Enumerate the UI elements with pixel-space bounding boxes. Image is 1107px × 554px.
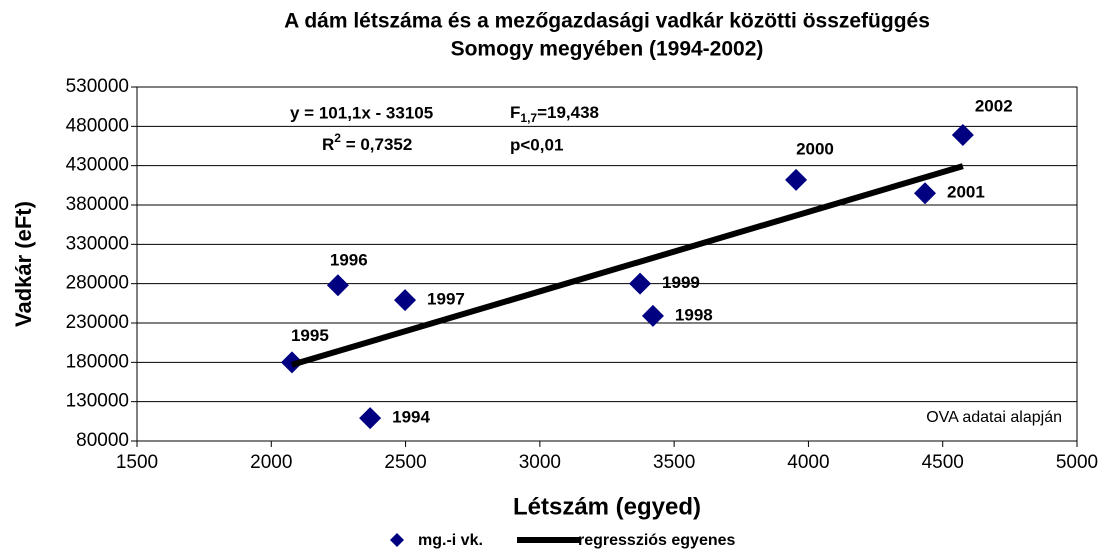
x-axis-label: Létszám (egyed) — [513, 493, 701, 520]
point-label: 1999 — [662, 273, 700, 292]
y-tick-label: 530000 — [66, 76, 129, 97]
legend-marker — [390, 533, 404, 547]
legend-label: regressziós egyenes — [578, 532, 736, 549]
y-tick-label: 130000 — [66, 391, 129, 412]
x-tick-label: 3000 — [519, 452, 561, 473]
x-tick-label: 2000 — [250, 452, 292, 473]
x-tick-label: 1500 — [116, 452, 158, 473]
y-tick-label: 330000 — [66, 233, 129, 254]
r-squared: R2 = 0,7352 — [322, 131, 412, 154]
point — [913, 182, 936, 205]
x-tick-label: 2500 — [384, 452, 426, 473]
point — [785, 168, 808, 191]
point — [951, 123, 974, 146]
chart-title: A dám létszáma és a mezőgazdasági vadkár… — [284, 10, 930, 33]
point-label: 2002 — [975, 96, 1013, 115]
source-note: OVA adatai alapján — [926, 409, 1062, 426]
regression-line — [291, 163, 964, 368]
point-label: 1994 — [392, 408, 430, 427]
point — [326, 274, 349, 297]
point — [641, 304, 664, 327]
point-label: 2000 — [796, 139, 834, 158]
y-tick-label: 380000 — [66, 194, 129, 215]
y-tick-label: 480000 — [66, 115, 129, 136]
point-label: 1997 — [427, 290, 465, 309]
x-tick-label: 4000 — [787, 452, 829, 473]
y-tick-label: 180000 — [66, 351, 129, 372]
y-tick-label: 230000 — [66, 312, 129, 333]
point — [394, 289, 417, 312]
point — [629, 272, 652, 295]
x-tick-label: 4500 — [922, 452, 964, 473]
x-tick-label: 5000 — [1056, 452, 1098, 473]
chart-title: Somogy megyében (1994-2002) — [451, 38, 764, 61]
point-label: 2001 — [947, 183, 985, 202]
p-value: p<0,01 — [510, 135, 563, 154]
y-tick-label: 430000 — [66, 155, 129, 176]
x-tick-label: 3500 — [653, 452, 695, 473]
equation: y = 101,1x - 33105 — [290, 103, 433, 122]
point-label: 1995 — [291, 326, 329, 345]
y-axis-label: Vadkár (eFt) — [11, 201, 36, 327]
y-tick-label: 80000 — [76, 430, 129, 451]
point-label: 1996 — [330, 251, 368, 270]
point-label: 1998 — [675, 305, 713, 324]
plot-border — [136, 86, 1078, 442]
y-tick-label: 280000 — [66, 273, 129, 294]
plot-area — [131, 86, 1078, 447]
legend-label: mg.-i vk. — [418, 532, 483, 549]
f-statistic: F1,7=19,438 — [510, 103, 599, 125]
point — [359, 407, 382, 430]
